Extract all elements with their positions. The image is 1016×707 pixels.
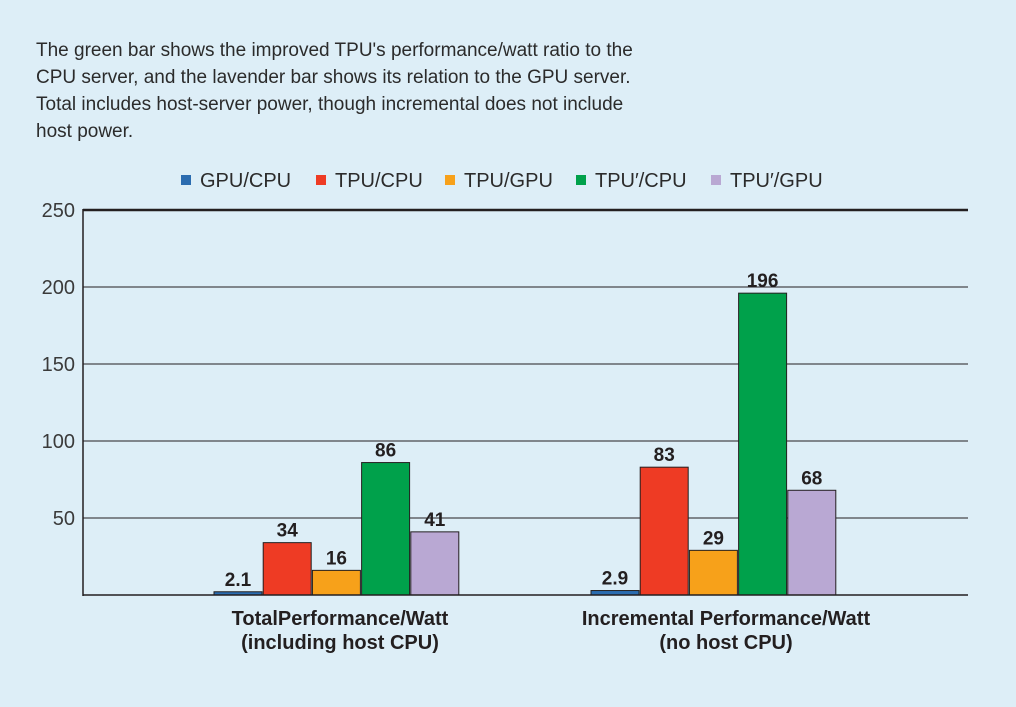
legend-label: TPU′/CPU: [595, 170, 687, 192]
category-labels: TotalPerformance/Watt(including host CPU…: [232, 608, 871, 654]
legend-label: GPU/CPU: [200, 170, 291, 192]
category-label: TotalPerformance/Watt: [232, 608, 449, 630]
legend-label: TPU/GPU: [464, 170, 553, 192]
legend-swatch: [445, 175, 455, 185]
legend-item: TPU′/GPU: [711, 170, 823, 192]
bar-value-label: 68: [801, 468, 822, 489]
bar-value-label: 2.1: [225, 570, 252, 591]
legend-swatch: [316, 175, 326, 185]
bar-value-label: 2.9: [602, 569, 628, 590]
y-tick-label: 150: [42, 354, 75, 376]
bar-value-label: 41: [424, 510, 446, 531]
axes: [82, 209, 968, 596]
bar-tpugpu: [311, 569, 361, 596]
y-tick-label: 50: [53, 508, 75, 530]
value-labels: 2.1 34 16 86 41 2.9 83 29 196 68: [225, 271, 823, 591]
legend-label: TPU′/GPU: [730, 170, 823, 192]
chart-caption: The green bar shows the improved TPU's p…: [36, 37, 656, 145]
category-label: (including host CPU): [241, 632, 439, 654]
bar-value-label: 83: [654, 445, 675, 466]
bars: [213, 292, 837, 596]
legend: GPU/CPU TPU/CPU TPU/GPU TPU′/CPU TPU′/GPU: [181, 170, 823, 192]
legend-label: TPU/CPU: [335, 170, 423, 192]
caption-text: The green bar shows the improved TPU's p…: [36, 40, 633, 142]
y-axis-ticks: 50 100 150 200 250: [42, 200, 75, 530]
category-label: Incremental Performance/Watt: [582, 608, 871, 630]
y-tick-label: 200: [42, 277, 75, 299]
category-label: (no host CPU): [659, 632, 792, 654]
bar-tpucpu: [639, 466, 689, 596]
bar-tpucpu: [738, 292, 788, 596]
bar-tpugpu: [688, 549, 738, 596]
bar-tpucpu: [262, 542, 312, 596]
y-tick-label: 250: [42, 200, 75, 222]
grid-lines: [83, 208, 968, 519]
bar-value-label: 16: [326, 548, 347, 569]
bar-tpugpu: [787, 489, 837, 596]
bar-value-label: 29: [703, 528, 724, 549]
bar-tpucpu: [361, 462, 411, 596]
legend-item: TPU/CPU: [316, 170, 423, 192]
bar-value-label: 34: [277, 521, 299, 542]
legend-swatch: [576, 175, 586, 185]
legend-item: GPU/CPU: [181, 170, 291, 192]
legend-item: TPU/GPU: [445, 170, 553, 192]
legend-item: TPU′/CPU: [576, 170, 687, 192]
bar-value-label: 196: [747, 271, 779, 292]
y-tick-label: 100: [42, 431, 75, 453]
legend-swatch: [181, 175, 191, 185]
bar-value-label: 86: [375, 441, 396, 462]
legend-swatch: [711, 175, 721, 185]
bar-tpugpu: [410, 531, 460, 596]
